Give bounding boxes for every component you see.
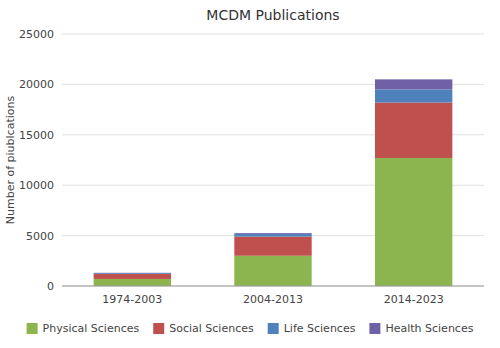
legend-label: Life Sciences <box>284 322 356 335</box>
legend-item: Physical Sciences <box>27 322 140 335</box>
y-axis-label: Number of piublcations <box>4 96 17 225</box>
legend-swatch <box>27 323 38 334</box>
x-tick-label: 1974-2003 <box>102 293 162 306</box>
bar-segment <box>234 256 311 286</box>
y-axis: 0 5000 10000 15000 20000 25000 <box>19 28 54 293</box>
bar-segment <box>375 89 452 102</box>
bar-segment <box>234 232 311 234</box>
bar-segment <box>94 279 171 286</box>
grid-line <box>62 286 484 287</box>
bar-segment <box>234 234 311 237</box>
bar-segment <box>375 79 452 89</box>
y-tick-label: 0 <box>47 280 54 293</box>
grid <box>62 34 484 286</box>
bar-segment <box>94 272 171 273</box>
y-tick-label: 20000 <box>19 78 54 91</box>
bar-segment <box>375 103 452 158</box>
legend-item: Social Sciences <box>153 322 254 335</box>
legend-swatch <box>153 323 164 334</box>
chart-container: 0 5000 10000 15000 20000 25000 1974-2003 2004-2… <box>0 0 500 348</box>
legend-item: Life Sciences <box>268 322 356 335</box>
bars <box>94 79 453 286</box>
x-tick-label: 2004-2013 <box>243 293 303 306</box>
bar-segment <box>94 274 171 279</box>
y-tick-label: 5000 <box>26 230 54 243</box>
legend-label: Social Sciences <box>169 322 254 335</box>
legend-swatch <box>268 323 279 334</box>
bar-segment <box>234 237 311 256</box>
legend: Physical Sciences Social Sciences Life Sci… <box>27 322 474 335</box>
legend-item: Health Sciences <box>369 322 473 335</box>
x-tick-label: 2014-2023 <box>384 293 444 306</box>
y-tick-label: 15000 <box>19 129 54 142</box>
grid-line <box>62 34 484 35</box>
x-axis-line <box>62 286 484 287</box>
legend-label: Health Sciences <box>385 322 473 335</box>
x-axis: 1974-2003 2004-2013 2014-2023 <box>102 293 443 306</box>
chart: 0 5000 10000 15000 20000 25000 1974-2003 2004-2… <box>0 0 500 348</box>
y-tick-label: 25000 <box>19 28 54 41</box>
bar-segment <box>375 158 452 286</box>
title: MCDM Publications <box>206 7 339 23</box>
legend-label: Physical Sciences <box>43 322 140 335</box>
y-tick-label: 10000 <box>19 179 54 192</box>
legend-swatch <box>369 323 380 334</box>
bar-segment <box>94 273 171 275</box>
